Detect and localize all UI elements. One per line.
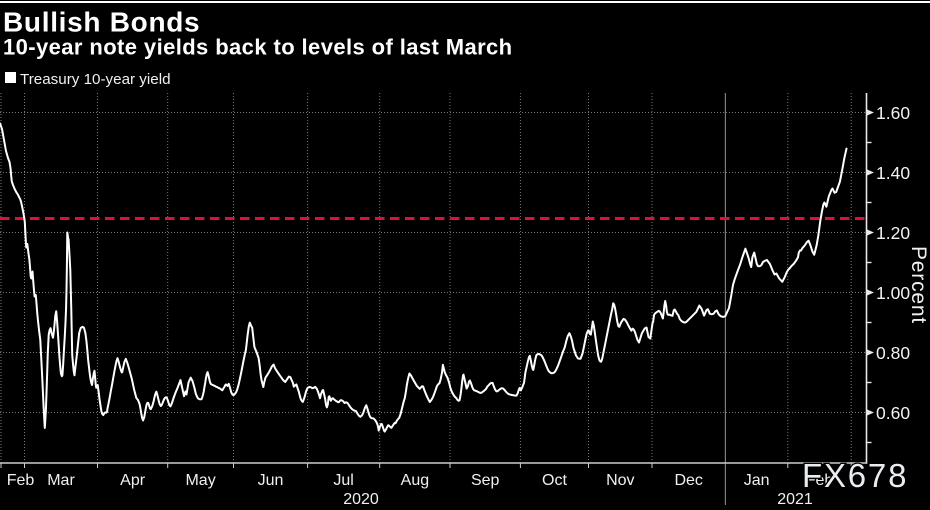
svg-text:1.40: 1.40 bbox=[876, 163, 910, 183]
svg-text:10-year note yields back to le: 10-year note yields back to levels of la… bbox=[3, 35, 513, 60]
svg-text:Apr: Apr bbox=[120, 472, 146, 489]
svg-text:Bullish Bonds: Bullish Bonds bbox=[3, 7, 200, 38]
svg-text:Feb: Feb bbox=[806, 472, 834, 489]
svg-text:FX678: FX678 bbox=[802, 457, 908, 494]
svg-text:Aug: Aug bbox=[401, 472, 429, 489]
svg-text:2020: 2020 bbox=[343, 491, 379, 508]
svg-text:2021: 2021 bbox=[777, 491, 813, 508]
svg-text:Jan: Jan bbox=[744, 472, 770, 489]
svg-text:FX678: FX678 bbox=[802, 457, 908, 494]
svg-text:May: May bbox=[185, 472, 215, 489]
svg-text:1.00: 1.00 bbox=[876, 283, 910, 303]
svg-text:0.60: 0.60 bbox=[876, 403, 910, 423]
svg-text:Dec: Dec bbox=[674, 472, 702, 489]
svg-text:Feb: Feb bbox=[7, 472, 35, 489]
svg-text:Treasury 10-year yield: Treasury 10-year yield bbox=[20, 71, 171, 88]
svg-text:1.60: 1.60 bbox=[876, 103, 910, 123]
svg-text:0.80: 0.80 bbox=[876, 343, 910, 363]
svg-text:Jun: Jun bbox=[258, 472, 284, 489]
svg-text:Percent: Percent bbox=[907, 246, 930, 324]
svg-text:Nov: Nov bbox=[606, 472, 634, 489]
svg-text:Oct: Oct bbox=[542, 472, 567, 489]
svg-text:Mar: Mar bbox=[47, 472, 75, 489]
svg-text:Sep: Sep bbox=[471, 472, 500, 489]
svg-text:Jul: Jul bbox=[333, 472, 353, 489]
svg-text:1.20: 1.20 bbox=[876, 223, 910, 243]
